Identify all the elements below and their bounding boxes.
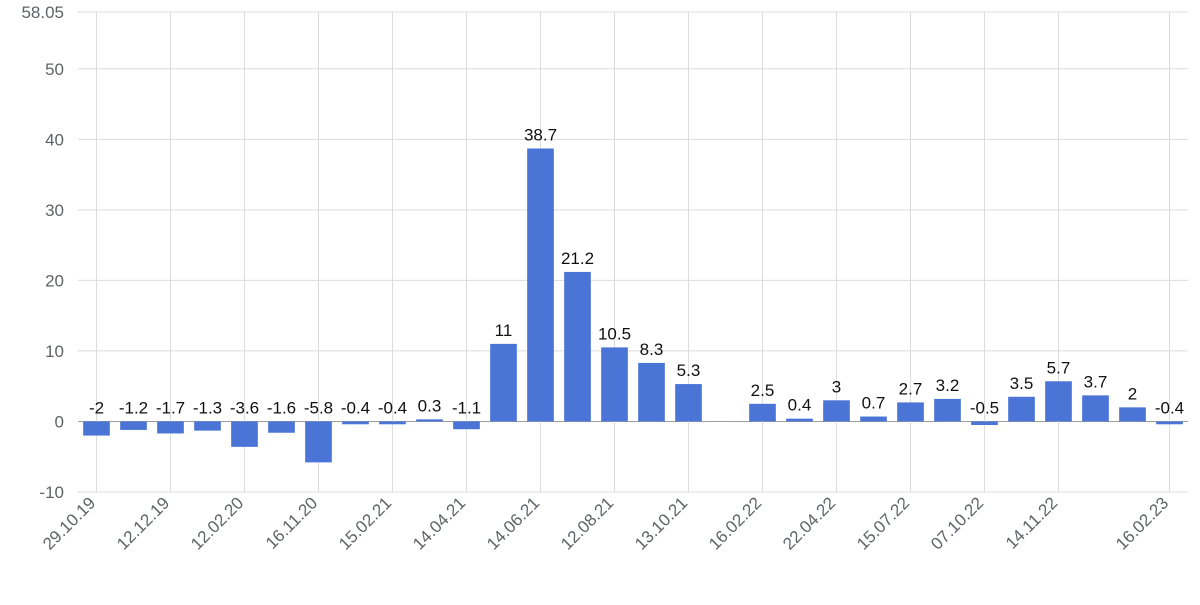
y-tick-label: -10 <box>39 483 64 502</box>
y-tick-label: 50 <box>45 60 64 79</box>
data-label: -1.6 <box>267 398 296 417</box>
y-tick-label: 30 <box>45 201 64 220</box>
bar <box>564 271 591 422</box>
bar <box>157 421 184 434</box>
data-label: -5.8 <box>304 398 333 417</box>
y-tick-label: 40 <box>45 130 64 149</box>
x-tick-label: 15.07.22 <box>853 493 913 553</box>
bar <box>1082 395 1109 422</box>
bar <box>194 421 221 431</box>
data-label: -1.3 <box>193 398 222 417</box>
data-label: 3.2 <box>936 376 960 395</box>
x-tick-label: 16.02.23 <box>1112 493 1172 553</box>
bar <box>823 400 850 422</box>
bar <box>527 148 554 422</box>
bar-layer <box>83 148 1183 463</box>
data-label: -3.6 <box>230 398 259 417</box>
data-label: -0.5 <box>970 398 999 417</box>
x-tick-label: 29.10.19 <box>39 493 99 553</box>
data-label: 5.3 <box>677 361 701 380</box>
data-label: -0.4 <box>378 398 407 417</box>
bar <box>453 421 480 430</box>
data-label: 0.7 <box>862 394 886 413</box>
data-label: 11 <box>495 321 513 340</box>
data-label: 3 <box>832 377 841 396</box>
data-label: 5.7 <box>1047 358 1071 377</box>
bar <box>971 421 998 425</box>
x-axis: 29.10.19 12.12.19 12.02.20 16.11.20 15.02.21… <box>39 493 1172 553</box>
data-label: 0.4 <box>788 396 812 415</box>
data-label: -2 <box>89 398 104 417</box>
bar <box>601 347 628 422</box>
bar <box>638 362 665 422</box>
data-label-layer: -2 -1.2 -1.7 -1.3 -3.6 -1.6 -5.8 -0.4 -0.4 0.3 -1.… <box>89 125 1184 417</box>
data-label: -1.7 <box>156 398 185 417</box>
data-label: 0.3 <box>418 396 442 415</box>
data-label: 10.5 <box>598 324 631 343</box>
bar <box>416 419 443 422</box>
data-label: -0.4 <box>1155 398 1184 417</box>
data-label: 2.5 <box>751 381 775 400</box>
x-tick-label: 14.06.21 <box>483 493 543 553</box>
data-label: 2.7 <box>899 379 923 398</box>
data-label: -0.4 <box>341 398 370 417</box>
bar <box>897 402 924 422</box>
data-label: 21.2 <box>561 249 594 268</box>
data-label: 38.7 <box>524 125 557 144</box>
y-axis: -10 0 10 20 30 40 50 58.05 <box>21 3 64 502</box>
bar <box>786 418 813 422</box>
x-tick-label: 22.04.22 <box>779 493 839 553</box>
bar <box>749 403 776 422</box>
bar <box>490 343 517 422</box>
y-tick-label: 58.05 <box>21 3 64 22</box>
data-label: 8.3 <box>640 340 664 359</box>
bar <box>231 421 258 447</box>
bar <box>268 421 295 433</box>
data-label: 3.7 <box>1084 372 1108 391</box>
bar <box>1045 381 1072 422</box>
data-label: -1.1 <box>452 398 481 417</box>
data-label: -1.2 <box>119 398 148 417</box>
bar <box>860 416 887 422</box>
x-tick-label: 14.04.21 <box>409 493 469 553</box>
x-tick-label: 12.02.20 <box>187 493 247 553</box>
x-tick-label: 16.11.20 <box>262 493 321 552</box>
y-tick-label: 20 <box>45 271 64 290</box>
x-tick-label: 16.02.22 <box>705 493 765 553</box>
x-tick-label: 12.08.21 <box>557 493 617 553</box>
y-tick-label: 10 <box>45 342 64 361</box>
bar <box>379 421 406 425</box>
x-tick-label: 15.02.21 <box>335 493 395 553</box>
bar <box>675 384 702 422</box>
bar <box>120 421 147 430</box>
bar <box>1119 407 1146 422</box>
bar <box>1008 396 1035 422</box>
data-label: 2 <box>1128 384 1137 403</box>
x-tick-label: 07.10.22 <box>927 493 987 553</box>
bar <box>934 398 961 422</box>
bar <box>342 421 369 425</box>
x-tick-label: 13.10.21 <box>631 493 691 553</box>
bar <box>1156 421 1183 425</box>
bar <box>305 421 332 463</box>
x-tick-label: 14.11.22 <box>1002 493 1061 552</box>
data-label: 3.5 <box>1010 374 1034 393</box>
bar <box>83 421 110 436</box>
x-tick-label: 12.12.19 <box>113 493 173 553</box>
y-tick-label: 0 <box>55 412 64 431</box>
